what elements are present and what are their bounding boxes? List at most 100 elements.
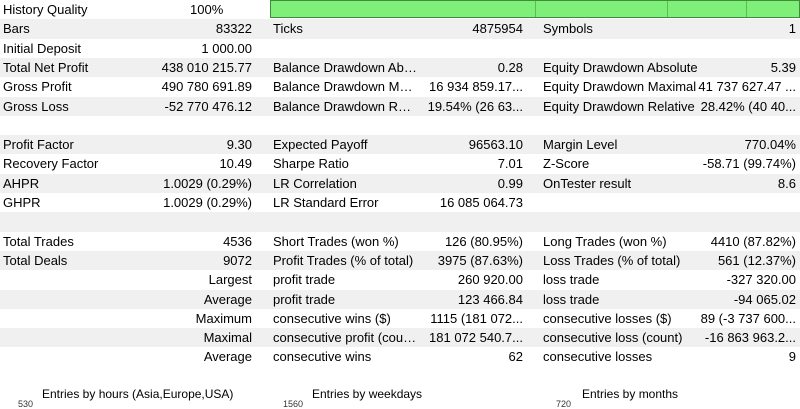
metric-value: 561 (12.37%) [717, 252, 796, 268]
report-row: Gross Profit 490 780 691.89 Balance Drawdo… [0, 77, 800, 96]
metric-label: profit trade [273, 272, 336, 288]
metric-value: -94 065.02 [733, 291, 796, 307]
metric-value: -327 320.00 [726, 272, 796, 288]
metric-label: Symbols [543, 21, 593, 37]
metric-value: 9072 [223, 252, 252, 268]
metric-group-label: Maximum [195, 310, 252, 326]
metric-value: 1 000.00 [201, 40, 252, 56]
metric-value: 4536 [223, 233, 252, 249]
report-row: Initial Deposit 1 000.00 [0, 39, 800, 58]
chart-title: Entries by weekdays [312, 387, 423, 401]
metric-value: -58.71 (99.74%) [702, 156, 796, 172]
chart-title: Entries by hours (Asia,Europe,USA) [42, 387, 234, 401]
report-row: Total Deals 9072 Profit Trades (% of total… [0, 250, 800, 271]
metric-value: 126 (80.95%) [444, 233, 523, 249]
report-row: Profit Factor 9.30 Expected Payoff 96563.10… [0, 135, 800, 155]
metric-value: 4875954 [472, 21, 523, 37]
metric-label: consecutive profit (count) [273, 330, 418, 346]
chart-axis-max: 1560 [283, 399, 304, 409]
metric-group-label: Average [203, 291, 252, 307]
report-row: AHPR 1.0029 (0.29%) LR Correlation 0.99 OnTe… [0, 173, 800, 193]
metric-value: -52 770 476.12 [164, 98, 252, 114]
report-row: Gross Loss -52 770 476.12 Balance Drawdown… [0, 96, 800, 116]
report-row: Total Trades 4536 Short Trades (won %) 126 … [0, 232, 800, 251]
metric-value: 62 [508, 349, 523, 365]
metric-value: 1 [788, 21, 796, 37]
report-row: Maximal consecutive profit (count) 181 072… [0, 328, 800, 348]
metric-label: LR Standard Error [273, 195, 379, 210]
metric-value: 260 920.00 [457, 272, 523, 288]
metric-label: Balance Drawdown Absolute [273, 59, 418, 75]
metric-value: 490 780 691.89 [161, 79, 252, 95]
report-row: Average profit trade 123 466.84 loss trade -… [0, 289, 800, 309]
metric-value: 16 934 859.17... [429, 79, 523, 95]
history-quality-bar [270, 0, 800, 18]
report-row: Bars 83322 Ticks 4875954 Symbols 1 [0, 19, 800, 39]
metric-label: OnTester result [543, 175, 632, 191]
metric-value: 770.04% [744, 137, 796, 153]
metric-value: 181 072 540.7... [429, 330, 523, 346]
metric-value: 8.6 [777, 175, 796, 191]
metric-label: consecutive wins [273, 349, 372, 365]
metric-group-label: Average [203, 349, 252, 365]
report-row: Total Net Profit 438 010 215.77 Balance Dr… [0, 57, 800, 78]
metric-value: 4410 (87.82%) [710, 233, 796, 249]
report-row: Maximum consecutive wins ($) 1115 (181 072… [0, 309, 800, 328]
metric-value: 83322 [215, 21, 252, 37]
metric-label: consecutive losses ($) [543, 310, 672, 326]
metric-group-label: Maximal [203, 330, 252, 346]
metric-label: Equity Drawdown Relative [543, 98, 695, 114]
chart-axis-max: 530 [18, 399, 34, 409]
metric-value: 89 (-3 737 600... [700, 310, 796, 326]
metric-label: Z-Score [543, 156, 590, 172]
metric-label: Expected Payoff [273, 137, 368, 153]
metric-value: 1.0029 (0.29%) [163, 195, 252, 210]
metric-value: 438 010 215.77 [161, 59, 252, 75]
metric-label: Balance Drawdown Relative [273, 98, 418, 114]
history-quality-row: History Quality 100% [0, 0, 800, 19]
report-row [0, 212, 800, 232]
metric-value: -16 863 963.2... [704, 330, 796, 346]
metric-label: profit trade [273, 291, 336, 307]
metric-group-label: Largest [208, 272, 252, 288]
metric-label: loss trade [543, 272, 600, 288]
metric-label: Long Trades (won %) [543, 233, 667, 249]
charts-strip: Entries by hours (Asia,Europe,USA) 530 Ent… [0, 385, 800, 409]
metric-label: Ticks [273, 21, 303, 37]
metric-value: 16 085 064.73 [439, 195, 523, 210]
metric-value: 7.01 [497, 156, 523, 172]
metric-label: Equity Drawdown Maximal [543, 79, 697, 95]
metric-label: Loss Trades (% of total) [543, 252, 681, 268]
metric-value: 41 737 627.47 ... [698, 79, 796, 95]
report-row: Average consecutive wins 62 consecutive los… [0, 347, 800, 366]
metric-label: Profit Trades (% of total) [273, 252, 414, 268]
metric-label: consecutive loss (count) [543, 330, 683, 346]
history-quality-bar-segment [667, 1, 668, 17]
metric-value: 123 466.84 [457, 291, 523, 307]
history-quality-bar-segment [746, 1, 747, 17]
metric-label: Short Trades (won %) [273, 233, 399, 249]
metric-value: 1115 (181 072... [430, 310, 523, 326]
chart-axis-max: 720 [556, 399, 572, 409]
metric-label: Sharpe Ratio [273, 156, 349, 172]
report-row: Recovery Factor 10.49 Sharpe Ratio 7.01 Z-Sc… [0, 154, 800, 173]
metric-value: 3975 (87.63%) [437, 252, 523, 268]
metric-label: consecutive wins ($) [273, 310, 391, 326]
metric-value: 28.42% (40 40... [700, 98, 796, 114]
metric-value: 10.49 [219, 156, 252, 172]
history-quality-value: 100% [190, 2, 224, 17]
report-row: Largest profit trade 260 920.00 loss trade -… [0, 270, 800, 289]
metric-label: Balance Drawdown Maximal [273, 79, 418, 95]
metric-value: 19.54% (26 63... [427, 98, 523, 114]
metric-label: LR Correlation [273, 175, 357, 191]
metric-label: Margin Level [543, 137, 618, 153]
metric-value: 9.30 [226, 137, 252, 153]
report-row: GHPR 1.0029 (0.29%) LR Standard Error 16 08… [0, 193, 800, 212]
metric-value: 1.0029 (0.29%) [163, 175, 252, 191]
report-row [0, 116, 800, 135]
history-quality-bar-segment [535, 1, 536, 17]
metric-label: consecutive losses [543, 349, 653, 365]
metric-label: loss trade [543, 291, 600, 307]
metric-value: 96563.10 [468, 137, 523, 153]
chart-title: Entries by months [582, 387, 679, 401]
